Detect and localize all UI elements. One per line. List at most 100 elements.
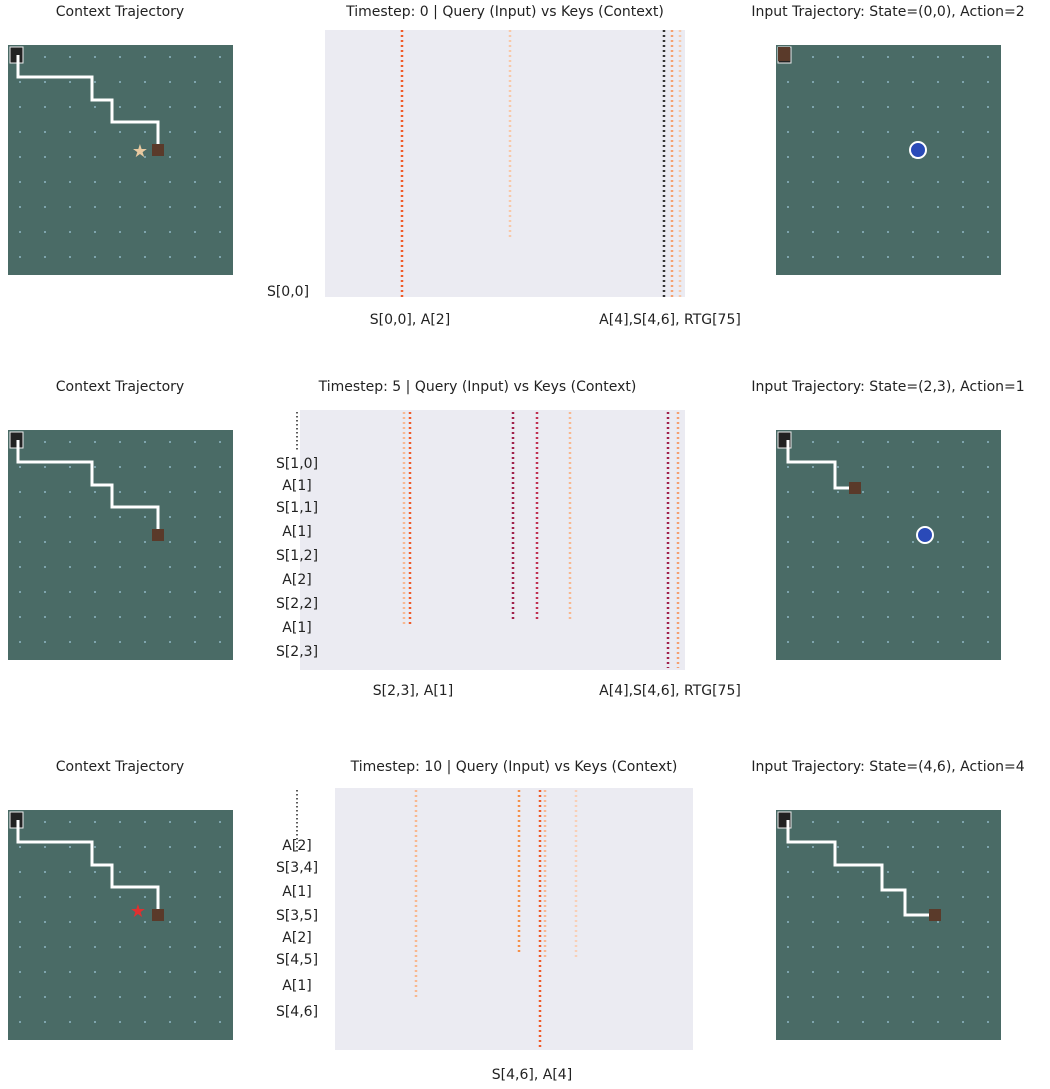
grid-dot bbox=[887, 896, 889, 898]
grid-dot bbox=[144, 871, 146, 873]
star-marker: ★ bbox=[132, 141, 148, 162]
panel-title: Context Trajectory bbox=[56, 379, 184, 395]
grid-dot bbox=[219, 441, 221, 443]
grid-dot bbox=[219, 231, 221, 233]
grid-dot bbox=[912, 491, 914, 493]
grid-dot bbox=[144, 131, 146, 133]
grid-dot bbox=[119, 81, 121, 83]
grid-dot bbox=[787, 256, 789, 258]
y-label: S[0,0] bbox=[267, 284, 309, 300]
grid-dot bbox=[862, 641, 864, 643]
grid-dot bbox=[219, 566, 221, 568]
y-label: A[2] bbox=[282, 838, 311, 854]
grid-dot bbox=[987, 641, 989, 643]
grid-dot bbox=[69, 231, 71, 233]
grid-dot bbox=[219, 846, 221, 848]
grid-dot bbox=[144, 206, 146, 208]
grid-dot bbox=[837, 896, 839, 898]
grid-dot bbox=[19, 946, 21, 948]
grid-dot bbox=[862, 1021, 864, 1023]
grid-dot bbox=[937, 466, 939, 468]
grid-dot bbox=[119, 896, 121, 898]
grid-dot bbox=[144, 591, 146, 593]
grid-dot bbox=[19, 566, 21, 568]
grid-dot bbox=[94, 81, 96, 83]
grid-dot bbox=[44, 131, 46, 133]
grid-dot bbox=[837, 491, 839, 493]
grid-dot bbox=[194, 181, 196, 183]
grid-dot bbox=[912, 466, 914, 468]
grid-dot bbox=[962, 106, 964, 108]
grid-dot bbox=[787, 516, 789, 518]
grid-dot bbox=[962, 156, 964, 158]
panel-title: Context Trajectory bbox=[56, 4, 184, 20]
grid-dot bbox=[837, 156, 839, 158]
goal-icon bbox=[909, 141, 927, 159]
grid-dot bbox=[862, 821, 864, 823]
grid-dot bbox=[144, 641, 146, 643]
grid-dot bbox=[94, 106, 96, 108]
grid-dot bbox=[887, 591, 889, 593]
grid-dot bbox=[887, 206, 889, 208]
grid-dot bbox=[837, 641, 839, 643]
grid-dot bbox=[812, 591, 814, 593]
grid-dot bbox=[937, 181, 939, 183]
grid-dot bbox=[837, 846, 839, 848]
grid-dot bbox=[862, 871, 864, 873]
grid-dot bbox=[862, 56, 864, 58]
grid-dot bbox=[912, 1021, 914, 1023]
y-label: A[2] bbox=[282, 930, 311, 946]
grid-dot bbox=[19, 256, 21, 258]
panel-title: Timestep: 5 | Query (Input) vs Keys (Con… bbox=[318, 379, 637, 395]
grid-dot bbox=[837, 591, 839, 593]
grid-dot bbox=[19, 996, 21, 998]
grid-dot bbox=[887, 106, 889, 108]
grid-dot bbox=[862, 441, 864, 443]
grid-dot bbox=[987, 541, 989, 543]
grid-dot bbox=[912, 516, 914, 518]
grid-dot bbox=[194, 921, 196, 923]
grid-dot bbox=[119, 566, 121, 568]
grid-dot bbox=[194, 616, 196, 618]
grid-dot bbox=[194, 971, 196, 973]
y-label: S[3,5] bbox=[276, 908, 318, 924]
grid-dot bbox=[169, 131, 171, 133]
grid-dot bbox=[169, 81, 171, 83]
grid-dot bbox=[812, 996, 814, 998]
grid-dot bbox=[887, 441, 889, 443]
grid-dot bbox=[887, 821, 889, 823]
grid-dot bbox=[219, 946, 221, 948]
grid-dot bbox=[812, 896, 814, 898]
panel-title: Timestep: 0 | Query (Input) vs Keys (Con… bbox=[345, 4, 664, 20]
grid-dot bbox=[862, 616, 864, 618]
grid-dot bbox=[912, 896, 914, 898]
grid-dot bbox=[169, 996, 171, 998]
heatmap bbox=[325, 30, 685, 297]
grid-dot bbox=[94, 566, 96, 568]
grid-dot bbox=[962, 181, 964, 183]
grid-dot bbox=[787, 541, 789, 543]
grid-dot bbox=[194, 541, 196, 543]
grid-dot bbox=[812, 1021, 814, 1023]
grid-dot bbox=[94, 921, 96, 923]
grid-dot bbox=[787, 131, 789, 133]
grid-dot bbox=[812, 81, 814, 83]
grid-dot bbox=[169, 466, 171, 468]
grid-dot bbox=[144, 1021, 146, 1023]
grid-dot bbox=[144, 821, 146, 823]
x-label: S[4,6], A[4] bbox=[492, 1067, 572, 1083]
grid-dot bbox=[44, 946, 46, 948]
grid-dot bbox=[169, 591, 171, 593]
grid-dot bbox=[219, 896, 221, 898]
grid-dot bbox=[887, 131, 889, 133]
grid-dot bbox=[862, 81, 864, 83]
grid-dot bbox=[787, 231, 789, 233]
x-label: A[4],S[4,6], RTG[75] bbox=[599, 312, 741, 328]
grid-dot bbox=[194, 946, 196, 948]
grid-dot bbox=[144, 441, 146, 443]
grid-dot bbox=[937, 591, 939, 593]
grid-dot bbox=[937, 56, 939, 58]
grid-dot bbox=[887, 996, 889, 998]
grid-dot bbox=[837, 616, 839, 618]
grid-dot bbox=[169, 921, 171, 923]
